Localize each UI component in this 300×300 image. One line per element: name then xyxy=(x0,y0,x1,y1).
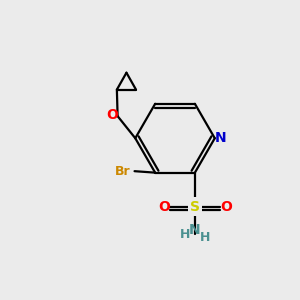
Text: O: O xyxy=(158,200,170,214)
Text: N: N xyxy=(214,131,226,145)
Text: S: S xyxy=(190,200,200,214)
Text: O: O xyxy=(106,108,118,122)
Text: Br: Br xyxy=(115,165,130,178)
Text: H: H xyxy=(200,231,210,244)
Text: H: H xyxy=(179,228,190,241)
Text: N: N xyxy=(189,223,201,237)
Text: O: O xyxy=(220,200,232,214)
